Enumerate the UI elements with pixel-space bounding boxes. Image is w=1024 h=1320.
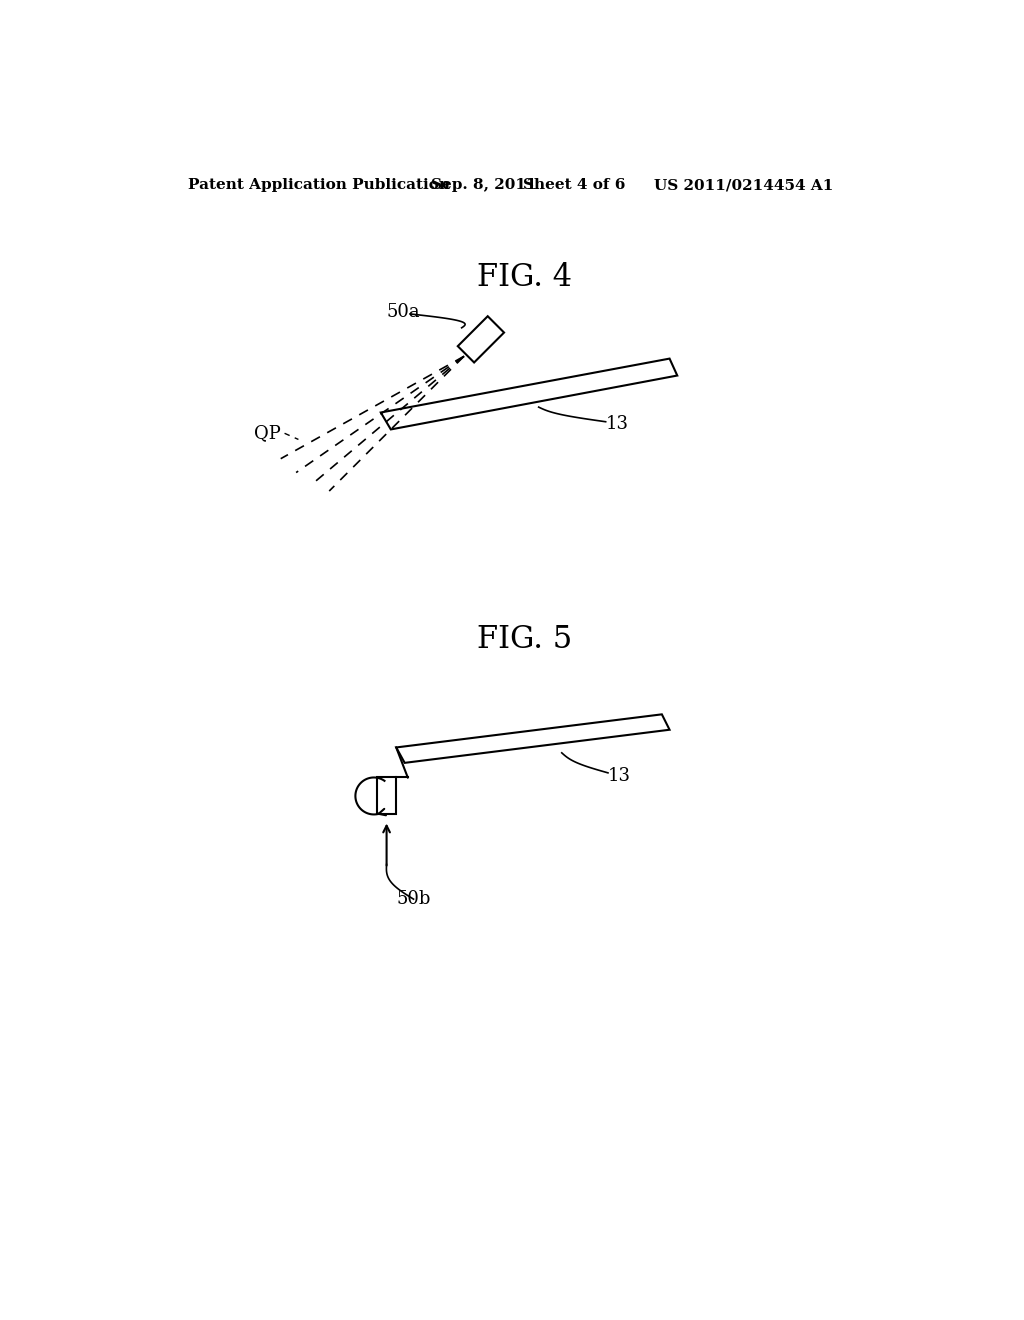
Text: 13: 13 — [608, 767, 631, 785]
Text: US 2011/0214454 A1: US 2011/0214454 A1 — [654, 178, 834, 193]
Text: 13: 13 — [605, 414, 629, 433]
Text: Sheet 4 of 6: Sheet 4 of 6 — [523, 178, 626, 193]
Polygon shape — [396, 714, 670, 763]
Bar — [377, 777, 396, 814]
Text: FIG. 5: FIG. 5 — [477, 624, 572, 655]
Polygon shape — [381, 359, 677, 429]
Text: QP: QP — [254, 424, 281, 442]
Text: Patent Application Publication: Patent Application Publication — [188, 178, 451, 193]
Text: FIG. 4: FIG. 4 — [477, 263, 572, 293]
Text: 50a: 50a — [387, 304, 421, 321]
Text: Sep. 8, 2011: Sep. 8, 2011 — [431, 178, 537, 193]
Polygon shape — [458, 317, 504, 363]
Text: 50b: 50b — [396, 890, 431, 908]
